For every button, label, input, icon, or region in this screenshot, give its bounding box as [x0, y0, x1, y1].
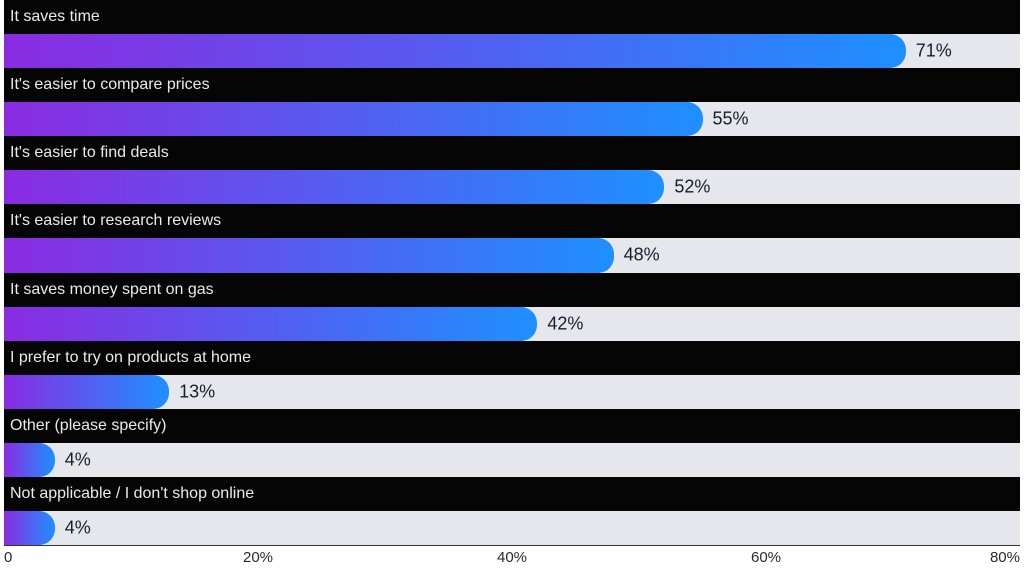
- axis-tick: 40%: [497, 549, 527, 566]
- row-bar-track: 42%: [4, 307, 1020, 341]
- row-value: 48%: [624, 245, 660, 266]
- row-value: 42%: [547, 313, 583, 334]
- row-bar-fill: 52%: [4, 170, 664, 204]
- axis-tick: 80%: [990, 549, 1020, 566]
- row-bar-fill: 55%: [4, 102, 703, 136]
- row-bar-track: 4%: [4, 511, 1020, 545]
- chart-row: It saves money spent on gas 42%: [4, 273, 1020, 341]
- row-label: It saves money spent on gas: [10, 281, 214, 299]
- row-bar-track: 48%: [4, 238, 1020, 272]
- row-bar-track: 4%: [4, 443, 1020, 477]
- row-label: It's easier to compare prices: [10, 76, 210, 94]
- chart-row: It's easier to research reviews 48%: [4, 204, 1020, 272]
- axis-tick: 0: [4, 549, 12, 566]
- row-label: I prefer to try on products at home: [10, 349, 251, 367]
- axis-tick: 20%: [243, 549, 273, 566]
- x-axis: 0 20% 40% 60% 80%: [4, 545, 1020, 577]
- chart-row: It's easier to find deals 52%: [4, 136, 1020, 204]
- row-bar-fill: 4%: [4, 443, 55, 477]
- row-label-band: It saves time: [4, 0, 1020, 34]
- row-label: Not applicable / I don't shop online: [10, 485, 254, 503]
- x-axis-line: [4, 545, 1020, 546]
- axis-tick: 60%: [751, 549, 781, 566]
- row-value: 13%: [179, 381, 215, 402]
- chart-row: It's easier to compare prices 55%: [4, 68, 1020, 136]
- row-label: It saves time: [10, 8, 100, 26]
- row-label: Other (please specify): [10, 417, 167, 435]
- row-label-band: Not applicable / I don't shop online: [4, 477, 1020, 511]
- row-bar-track: 55%: [4, 102, 1020, 136]
- row-bar-fill: 48%: [4, 238, 614, 272]
- row-bar-track: 71%: [4, 34, 1020, 68]
- row-label-band: Other (please specify): [4, 409, 1020, 443]
- row-label-band: It saves money spent on gas: [4, 273, 1020, 307]
- chart-row: Other (please specify) 4%: [4, 409, 1020, 477]
- row-bar-fill: 4%: [4, 511, 55, 545]
- row-label-band: It's easier to compare prices: [4, 68, 1020, 102]
- row-bar-fill: 71%: [4, 34, 906, 68]
- row-label-band: It's easier to find deals: [4, 136, 1020, 170]
- row-bar-fill: 42%: [4, 307, 537, 341]
- row-value: 52%: [674, 177, 710, 198]
- chart-row: Not applicable / I don't shop online 4%: [4, 477, 1020, 545]
- row-bar-track: 13%: [4, 375, 1020, 409]
- row-value: 71%: [916, 41, 952, 62]
- row-value: 4%: [65, 517, 91, 538]
- row-label-band: It's easier to research reviews: [4, 204, 1020, 238]
- row-bar-fill: 13%: [4, 375, 169, 409]
- row-label: It's easier to research reviews: [10, 212, 221, 230]
- row-label: It's easier to find deals: [10, 144, 169, 162]
- chart-row: It saves time 71%: [4, 0, 1020, 68]
- row-value: 4%: [65, 449, 91, 470]
- row-value: 55%: [713, 109, 749, 130]
- row-label-band: I prefer to try on products at home: [4, 341, 1020, 375]
- horizontal-bar-chart: It saves time71%It's easier to compare p…: [4, 0, 1020, 545]
- row-bar-track: 52%: [4, 170, 1020, 204]
- chart-row: I prefer to try on products at home 13%: [4, 341, 1020, 409]
